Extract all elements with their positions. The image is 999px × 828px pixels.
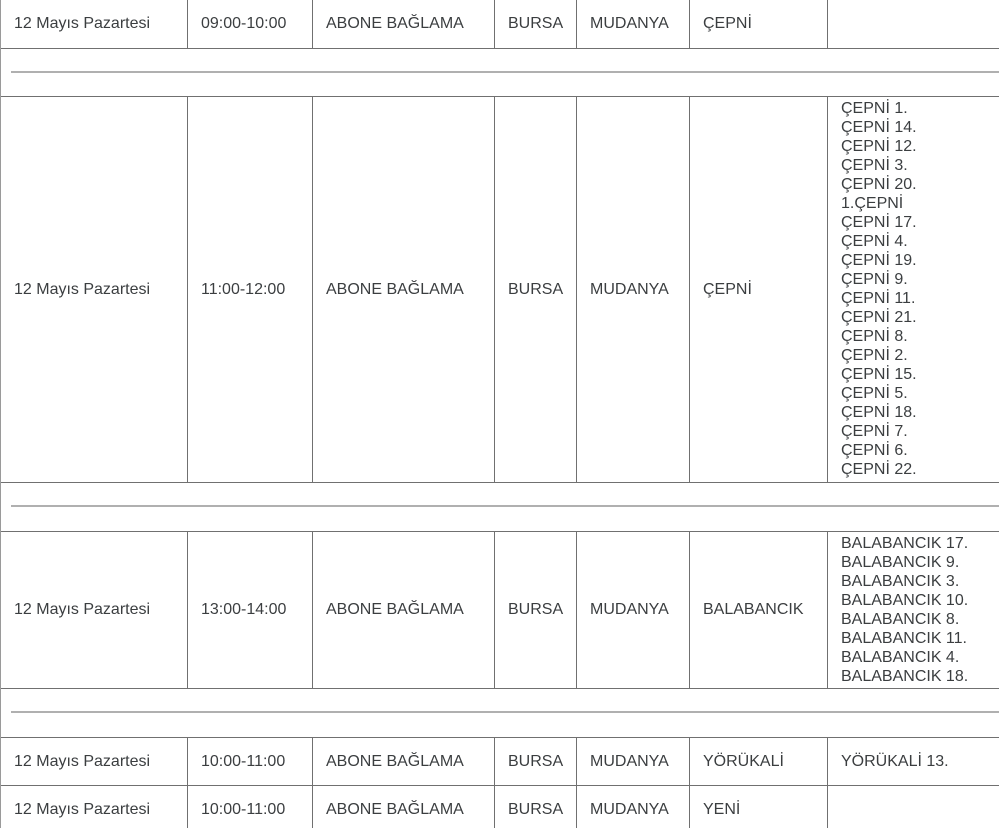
cell-date: 12 Mayıs Pazartesi	[1, 95, 188, 483]
cell-date: 12 Mayıs Pazartesi	[1, 530, 188, 689]
cell-details	[827, 0, 999, 49]
cell-date: 12 Mayıs Pazartesi	[1, 784, 188, 828]
cell-time: 10:00-11:00	[187, 736, 313, 786]
cell-city: BURSA	[494, 530, 577, 689]
schedule-table-block-1: 12 Mayıs Pazartesi 09:00-10:00 ABONE BAĞ…	[1, 0, 999, 49]
schedule-table-block-3: 12 Mayıs Pazartesi 13:00-14:00 ABONE BAĞ…	[1, 530, 999, 689]
cell-work-type: ABONE BAĞLAMA	[312, 0, 495, 49]
cell-neighborhood: BALABANCIK	[689, 530, 828, 689]
schedule-table-block-2: 12 Mayıs Pazartesi 11:00-12:00 ABONE BAĞ…	[1, 95, 999, 483]
cell-work-type: ABONE BAĞLAMA	[312, 784, 495, 828]
cell-district: MUDANYA	[576, 530, 690, 689]
cell-neighborhood: YÖRÜKALİ	[689, 736, 828, 786]
cell-work-type: ABONE BAĞLAMA	[312, 530, 495, 689]
table-row: 12 Mayıs Pazartesi 13:00-14:00 ABONE BAĞ…	[1, 530, 999, 689]
separator-line	[11, 504, 999, 507]
block-separator	[1, 688, 999, 737]
cell-neighborhood: YENİ	[689, 784, 828, 828]
block-separator	[1, 482, 999, 531]
cell-city: BURSA	[494, 95, 577, 483]
table-row: 12 Mayıs Pazartesi 10:00-11:00 ABONE BAĞ…	[1, 784, 999, 828]
cell-details: YÖRÜKALİ 13.	[827, 736, 999, 786]
cell-district: MUDANYA	[576, 0, 690, 49]
cell-time: 10:00-11:00	[187, 784, 313, 828]
separator-line	[11, 710, 999, 713]
cell-city: BURSA	[494, 784, 577, 828]
cell-neighborhood: ÇEPNİ	[689, 0, 828, 49]
cell-date: 12 Mayıs Pazartesi	[1, 736, 188, 786]
cell-time: 11:00-12:00	[187, 95, 313, 483]
cell-city: BURSA	[494, 736, 577, 786]
table-row: 12 Mayıs Pazartesi 09:00-10:00 ABONE BAĞ…	[1, 0, 999, 49]
cell-district: MUDANYA	[576, 784, 690, 828]
cell-date: 12 Mayıs Pazartesi	[1, 0, 188, 49]
cell-neighborhood: ÇEPNİ	[689, 95, 828, 483]
table-row: 12 Mayıs Pazartesi 11:00-12:00 ABONE BAĞ…	[1, 95, 999, 483]
cell-work-type: ABONE BAĞLAMA	[312, 95, 495, 483]
cell-city: BURSA	[494, 0, 577, 49]
cell-details	[827, 784, 999, 828]
cell-details: ÇEPNİ 1. ÇEPNİ 14. ÇEPNİ 12. ÇEPNİ 3. ÇE…	[827, 95, 999, 483]
cell-work-type: ABONE BAĞLAMA	[312, 736, 495, 786]
block-separator	[1, 48, 999, 96]
cell-district: MUDANYA	[576, 736, 690, 786]
separator-line	[11, 70, 999, 73]
schedule-table-block-4: 12 Mayıs Pazartesi 10:00-11:00 ABONE BAĞ…	[1, 736, 999, 828]
cell-district: MUDANYA	[576, 95, 690, 483]
cell-time: 09:00-10:00	[187, 0, 313, 49]
cell-details: BALABANCIK 17. BALABANCIK 9. BALABANCIK …	[827, 530, 999, 689]
cell-time: 13:00-14:00	[187, 530, 313, 689]
table-row: 12 Mayıs Pazartesi 10:00-11:00 ABONE BAĞ…	[1, 736, 999, 786]
